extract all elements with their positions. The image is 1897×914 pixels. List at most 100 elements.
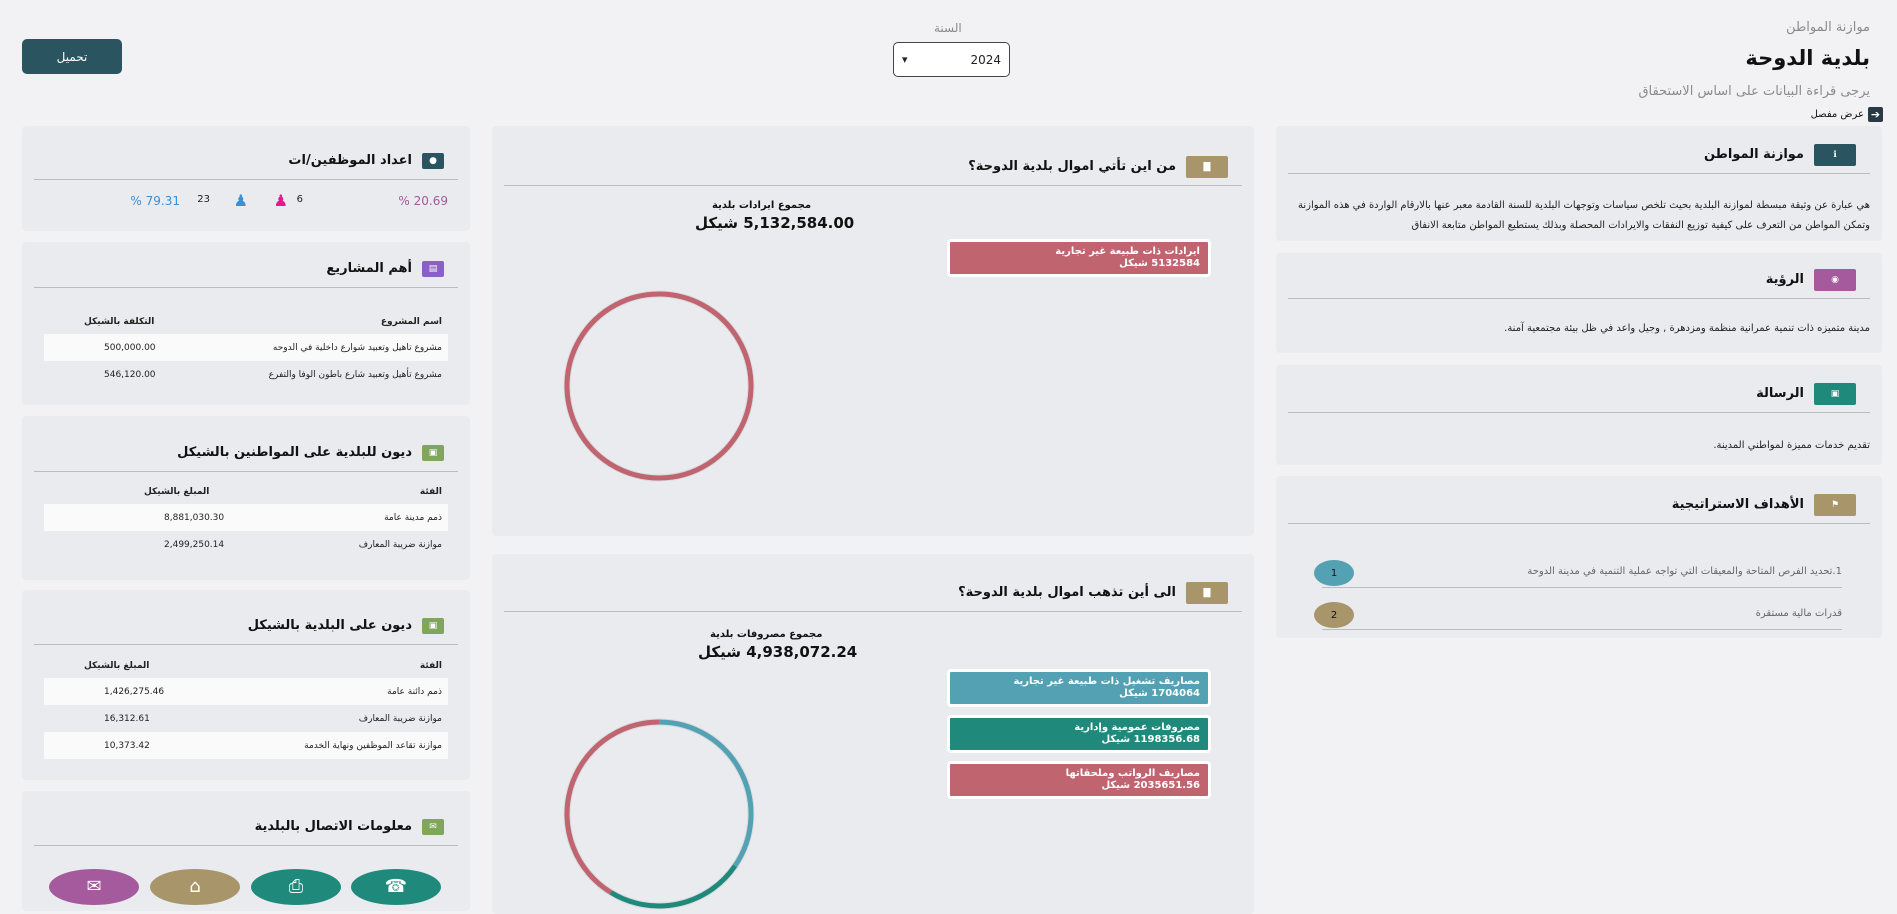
female-icon: ♟ xyxy=(273,191,288,210)
expenses-slice-2[interactable] xyxy=(609,864,738,909)
col-project-name: اسم المشروع xyxy=(380,317,442,327)
debt-amount: 1,426,275.46 xyxy=(44,678,229,705)
goal-item-1: 1.تحديد الفرص المتاحة والمعيقات التي توا… xyxy=(1314,556,1842,588)
page-note: يرجى قراءة البيانات على اساس الاستحقاق xyxy=(1638,84,1870,99)
projects-card-header: ▤ أهم المشاريع xyxy=(34,250,458,288)
col-category: الفئة xyxy=(419,487,442,497)
goal-number-2: 2 xyxy=(1314,602,1354,628)
expenses-legend-label-1: مصاريف تشغيل ذات طبيعة غير تجارية xyxy=(1013,676,1200,687)
expenses-legend-item-3[interactable]: مصاريف الرواتب وملحقاتها 2035651.56 شيكل xyxy=(947,761,1211,799)
expenses-total-value: 4,938,072.24 شيكل xyxy=(698,643,858,661)
col-amount: المبلغ بالشيكل xyxy=(144,487,210,497)
goal-text-2: قدرات مالية مستقرة xyxy=(1755,608,1842,619)
vision-text: مدينة متميزه ذات تنمية عمرانية منظمة ومز… xyxy=(1504,323,1870,334)
mission-icon: ▣ xyxy=(1814,382,1856,405)
revenue-slice-1[interactable] xyxy=(564,291,754,481)
about-card-header: ℹ موازنة المواطن xyxy=(1288,136,1870,174)
home-icon: ⌂ xyxy=(189,876,201,897)
page-subtitle: موازنة المواطن xyxy=(1786,20,1870,35)
col-amount: المبلغ بالشيكل xyxy=(84,661,150,671)
debt-category: موازنة ضريبة المعارف xyxy=(358,539,442,550)
col-category: الفئة xyxy=(419,661,442,671)
goals-card: ⚑ الأهداف الاستراتيجية 1.تحديد الفرص الم… xyxy=(1276,476,1882,638)
expenses-legend-value-2: 1198356.68 شيكل xyxy=(1101,734,1200,745)
bar-chart-icon: ▇ xyxy=(1186,581,1228,604)
expenses-donut-chart xyxy=(563,718,755,910)
expenses-legend-item-1[interactable]: مصاريف تشغيل ذات طبيعة غير تجارية 170406… xyxy=(947,669,1211,707)
envelope-icon: ✉ xyxy=(422,818,444,835)
female-percentage: % 20.69 xyxy=(398,194,448,208)
revenue-title: من اين تأتي اموال بلدية الدوحة؟ xyxy=(968,159,1176,174)
info-icon: ℹ xyxy=(1814,143,1856,166)
municipality-debts-card-header: ▣ ديون على البلدية بالشيكل xyxy=(34,607,458,645)
detail-view-link[interactable]: ➔ عرض مفصل xyxy=(1811,107,1883,122)
debt-amount: 10,373.42 xyxy=(44,732,229,759)
mission-card: ▣ الرسالة تقديم خدمات مميزة لمواطني المد… xyxy=(1276,365,1882,465)
debt-category: موازنة تقاعد الموظفين ونهاية الخدمة xyxy=(228,732,448,759)
expenses-legend-item-2[interactable]: مصروفات عمومية وإدارية 1198356.68 شيكل xyxy=(947,715,1211,753)
contact-card-header: ✉ معلومات الاتصال بالبلدية xyxy=(34,808,458,846)
male-icon: ♟ xyxy=(233,191,248,210)
table-row: مشروع تاهيل وتعبيد شوارع داخلية في الدوح… xyxy=(44,334,448,361)
address-button[interactable]: ⌂ xyxy=(150,869,240,905)
staff-card-header: ● اعداد الموظفين/ات xyxy=(34,142,458,180)
vision-card-header: ◉ الرؤية xyxy=(1288,261,1870,299)
staff-stats: % 20.69 6 ♟ ♟ 23 % 79.31 xyxy=(22,191,470,214)
phone-icon: ☎ xyxy=(384,876,408,897)
table-row: موازنة ضريبة المعارف 2,499,250.14 xyxy=(44,531,448,558)
municipality-debts-card: ▣ ديون على البلدية بالشيكل الفئة المبلغ … xyxy=(22,590,470,780)
vision-card: ◉ الرؤية مدينة متميزه ذات تنمية عمرانية … xyxy=(1276,253,1882,353)
expenses-slice-1[interactable] xyxy=(658,719,754,868)
phone-button[interactable]: ☎ xyxy=(351,869,441,905)
goals-card-header: ⚑ الأهداف الاستراتيجية xyxy=(1288,486,1870,524)
fax-icon: ⎙ xyxy=(288,876,304,897)
citizen-debts-title: ديون للبلدية على المواطنين بالشيكل xyxy=(177,445,412,460)
year-value: 2024 xyxy=(970,52,1001,67)
email-icon: ✉ xyxy=(86,876,102,897)
download-button[interactable]: تحميل xyxy=(22,39,122,74)
table-row: ذمم مدينة عامة 8,881,030.30 xyxy=(44,504,448,531)
debt-category: موازنة ضريبة المعارف xyxy=(358,713,442,724)
revenue-legend-value-1: 5132584 شيكل xyxy=(1119,258,1200,269)
revenue-card-header: ▇ من اين تأتي اموال بلدية الدوحة؟ xyxy=(504,148,1242,186)
expenses-total-label: مجموع مصروفات بلدية xyxy=(710,629,823,640)
expenses-card: ▇ الى أين تذهب اموال بلدية الدوحة؟ مجموع… xyxy=(492,554,1254,914)
page-title: بلدية الدوحة xyxy=(1745,46,1870,70)
project-name: مشروع تاهيل وتعبيد شوارع داخلية في الدوح… xyxy=(200,334,448,361)
citizen-debts-table: الفئة المبلغ بالشيكل ذمم مدينة عامة 8,88… xyxy=(44,480,448,558)
arrow-right-icon: ➔ xyxy=(1868,107,1883,122)
revenue-donut-chart xyxy=(563,290,755,482)
about-card: ℹ موازنة المواطن هي عبارة عن وثيقة مبسطة… xyxy=(1276,126,1882,241)
project-name: مشروع تأهيل وتعبيد شارع باطون الوفا والت… xyxy=(268,369,442,380)
revenue-legend-item-1[interactable]: ايرادات ذات طبيعة غير تجارية 5132584 شيك… xyxy=(947,239,1211,277)
project-cost: 500,000.00 xyxy=(44,334,201,361)
projects-card: ▤ أهم المشاريع اسم المشروع التكلفة بالشي… xyxy=(22,242,470,405)
flag-icon: ⚑ xyxy=(1814,493,1856,516)
mission-card-header: ▣ الرسالة xyxy=(1288,375,1870,413)
expenses-legend-label-2: مصروفات عمومية وإدارية xyxy=(1074,722,1200,733)
about-text: هي عبارة عن وثيقة مبسطة لموازنة البلدية … xyxy=(1298,200,1870,231)
eye-icon: ◉ xyxy=(1814,268,1856,291)
municipality-debts-title: ديون على البلدية بالشيكل xyxy=(247,618,412,633)
citizen-debts-card-header: ▣ ديون للبلدية على المواطنين بالشيكل xyxy=(34,434,458,472)
year-label: السنة xyxy=(934,21,962,35)
money-icon: ▣ xyxy=(422,444,444,461)
debt-amount: 8,881,030.30 xyxy=(44,504,312,531)
table-header-row: الفئة المبلغ بالشيكل xyxy=(44,654,448,678)
fax-button[interactable]: ⎙ xyxy=(251,869,341,905)
municipality-debts-table: الفئة المبلغ بالشيكل ذمم دائنة عامة 1,42… xyxy=(44,654,448,759)
year-select[interactable]: ▾ 2024 xyxy=(893,42,1010,77)
citizen-debts-card: ▣ ديون للبلدية على المواطنين بالشيكل الف… xyxy=(22,416,470,580)
expenses-legend-value-1: 1704064 شيكل xyxy=(1119,688,1200,699)
chevron-down-icon: ▾ xyxy=(902,53,908,66)
goal-item-2: قدرات مالية مستقرة 2 xyxy=(1314,598,1842,630)
table-header-row: الفئة المبلغ بالشيكل xyxy=(44,480,448,504)
table-row: مشروع تأهيل وتعبيد شارع باطون الوفا والت… xyxy=(44,361,448,388)
project-cost: 546,120.00 xyxy=(104,369,156,380)
expenses-slice-3[interactable] xyxy=(564,719,660,895)
table-row: موازنة ضريبة المعارف 16,312.61 xyxy=(44,705,448,732)
email-button[interactable]: ✉ xyxy=(49,869,139,905)
expenses-title: الى أين تذهب اموال بلدية الدوحة؟ xyxy=(958,585,1176,600)
goals-title: الأهداف الاستراتيجية xyxy=(1671,497,1804,512)
debt-amount: 2,499,250.14 xyxy=(164,539,225,550)
